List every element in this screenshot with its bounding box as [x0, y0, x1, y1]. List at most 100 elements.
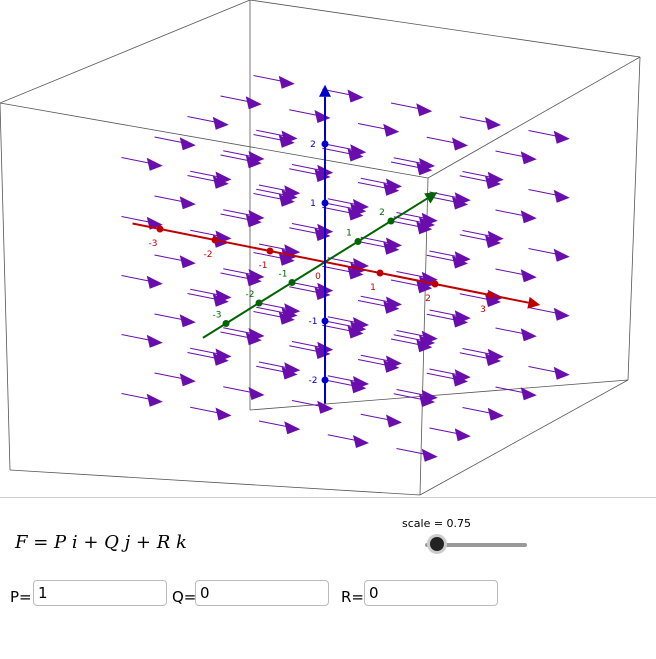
arrow-shaft: [390, 338, 423, 346]
arrow-head: [245, 96, 262, 110]
formula: F = P i + Q j + R k: [15, 532, 187, 553]
tick-dot: [354, 238, 362, 245]
arrow-head: [314, 287, 331, 300]
arrow-shaft: [253, 193, 285, 201]
axis-arrow: [424, 192, 438, 204]
tick-dot: [431, 280, 439, 288]
arrow-head: [416, 162, 433, 176]
arrow-shaft: [528, 307, 560, 315]
arrow-shaft: [324, 379, 357, 387]
arrow-shaft: [289, 168, 321, 176]
tick-label: 3: [480, 305, 486, 315]
arrow-shaft: [360, 354, 393, 362]
arrow-head: [347, 325, 364, 339]
arrow-shaft: [426, 136, 459, 144]
tick-dot: [156, 225, 164, 233]
arrow-shaft: [121, 275, 153, 283]
tick-label: -1: [309, 317, 318, 327]
slider-knob[interactable]: [430, 537, 444, 551]
arrow-shaft: [223, 386, 255, 394]
input-box[interactable]: 0: [364, 580, 498, 606]
arrow-shaft: [357, 300, 390, 308]
arrow-shaft: [256, 306, 288, 314]
arrow-head: [245, 214, 262, 228]
arrow-head: [146, 393, 163, 407]
vector-field: [121, 75, 570, 462]
arrow-shaft: [426, 372, 459, 380]
arrow-shaft: [223, 327, 255, 335]
arrow-shaft: [258, 184, 291, 192]
arrow-shaft: [223, 268, 255, 276]
arrow-shaft: [187, 116, 219, 124]
arrow-shaft: [154, 372, 186, 380]
arrow-shaft: [324, 143, 357, 151]
input-box[interactable]: 0: [195, 580, 329, 606]
arrow-shaft: [390, 161, 423, 169]
arrow-shaft: [390, 279, 423, 287]
arrow-shaft: [393, 393, 426, 401]
arrow-shaft: [396, 271, 428, 279]
panel: F = P i + Q j + R k scale = 0.75 P= 1 Q= 0…: [0, 497, 656, 659]
axis-line: [132, 222, 529, 304]
arrow-shaft: [253, 75, 285, 83]
arrow-head: [383, 182, 400, 196]
arrow-head: [179, 255, 196, 269]
arrow-shaft: [121, 334, 153, 342]
arrow-head: [347, 266, 364, 280]
arrow-head: [278, 193, 295, 207]
arrow-shaft: [121, 216, 153, 224]
arrow-shaft: [154, 136, 186, 144]
arrow-shaft: [495, 268, 527, 276]
arrow-head: [314, 169, 331, 182]
tick-dot: [321, 140, 329, 148]
arrow-head: [485, 235, 501, 248]
arrow-shaft: [220, 331, 252, 339]
tick-label: 2: [425, 294, 431, 304]
arrow-shaft: [324, 202, 357, 210]
tick-dot: [255, 299, 263, 307]
arrow-shaft: [360, 295, 393, 303]
arrow-shaft: [396, 448, 428, 456]
arrow-head: [452, 314, 468, 328]
arrow-shaft: [291, 164, 324, 172]
arrow-head: [419, 394, 435, 407]
arrow-shaft: [220, 213, 252, 221]
arrow-head: [212, 116, 229, 130]
arrow-shaft: [190, 347, 222, 355]
arrow-head: [179, 314, 196, 328]
arrow-shaft: [393, 334, 426, 342]
arrow-head: [245, 155, 262, 169]
arrow-shaft: [462, 171, 494, 179]
arrow-shaft: [462, 348, 494, 356]
label: Q=: [172, 588, 197, 606]
arrow-shaft: [327, 316, 360, 324]
tick-dot: [211, 236, 219, 244]
arrow-shaft: [429, 427, 461, 435]
arrow-shaft: [393, 157, 426, 165]
arrow-head: [350, 380, 367, 394]
arrow-shaft: [462, 230, 494, 238]
arrow-shaft: [256, 365, 288, 373]
axis-arrow: [527, 296, 541, 309]
arrow-shaft: [426, 313, 459, 321]
arrow-head: [553, 189, 570, 203]
arrow-head: [520, 269, 537, 283]
arrow-shaft: [154, 254, 186, 262]
arrow-head: [386, 414, 402, 428]
input-box[interactable]: 1: [33, 580, 167, 606]
arrow-shaft: [390, 220, 423, 228]
arrow-shaft: [459, 234, 492, 242]
tick-label: -2: [309, 376, 318, 386]
tick-dot: [376, 269, 384, 277]
arrow-shaft: [429, 368, 461, 376]
label: R=: [341, 588, 364, 606]
arrow-shaft: [291, 223, 324, 231]
slider-track[interactable]: [425, 543, 527, 547]
tick-label: 2: [379, 208, 385, 218]
arrow-shaft: [495, 209, 527, 217]
arrow-shaft: [121, 393, 153, 401]
arrow-shaft: [289, 345, 321, 353]
arrow-head: [179, 196, 196, 210]
graphics-3d: -3 -2 -1 0 1 2 3 -3 -2 -1 1 2 2 1 -1 -2: [0, 0, 641, 496]
arrow-head: [146, 334, 163, 348]
